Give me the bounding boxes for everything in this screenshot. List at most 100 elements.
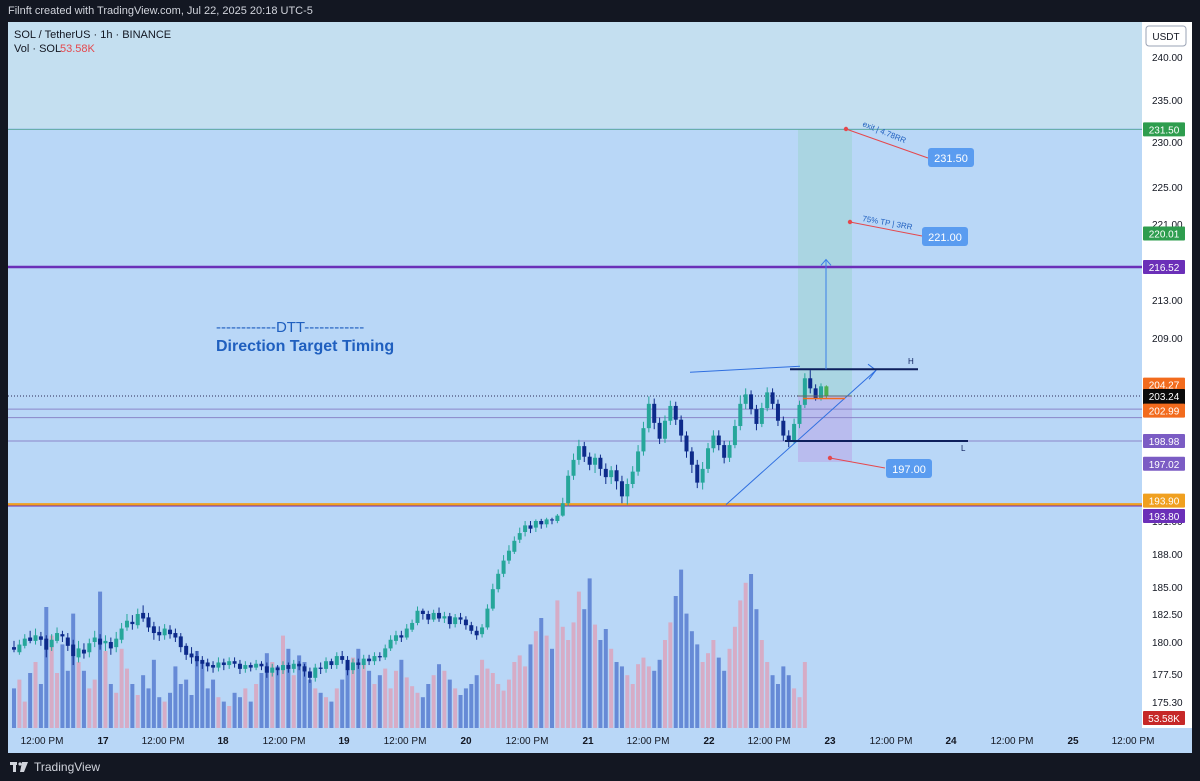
volume-bar (420, 697, 425, 728)
price-tag (1143, 493, 1185, 508)
candle-body (356, 662, 361, 666)
volume-bar (399, 659, 404, 728)
candle-body (550, 519, 554, 521)
candle-body (103, 640, 108, 644)
volume-bar (716, 657, 721, 728)
y-tick-label: 213.00 (1152, 296, 1183, 307)
volume-bar (485, 668, 490, 728)
candle-body (775, 403, 780, 421)
volume-bar (630, 684, 635, 728)
candle-body (808, 378, 813, 389)
volume-bar (270, 662, 275, 728)
candle-body (243, 665, 248, 669)
volume-bar (738, 600, 743, 728)
candle-body (399, 635, 404, 638)
price-tag-label: 202.99 (1149, 407, 1180, 418)
symbol-legend: SOL / TetherUS · 1h · BINANCE (14, 29, 171, 41)
candle-body (372, 656, 377, 662)
candle-body (286, 665, 291, 669)
candle-body (646, 403, 651, 429)
volume-bar (759, 640, 764, 728)
candle-body (254, 663, 259, 668)
volume-bar (307, 679, 312, 728)
candle-body (297, 663, 302, 667)
volume-bar (490, 673, 495, 728)
y-tick-label: 221.00 (1152, 220, 1183, 231)
triangle-upper-line (689, 365, 801, 373)
volume-tag (1143, 711, 1185, 725)
volume-bar (119, 648, 124, 728)
candle-body (673, 405, 678, 420)
candle-body (92, 637, 97, 642)
volume-bar (87, 688, 92, 728)
volume-bar (711, 640, 716, 728)
x-tick-label: 12:00 PM (870, 736, 913, 747)
candle-body (496, 573, 501, 590)
target-dot (847, 219, 853, 225)
volume-bar (286, 648, 291, 728)
candle-body (426, 614, 431, 620)
price-tag-label: 197.02 (1149, 460, 1180, 471)
candle-body (194, 656, 199, 662)
volume-bar (802, 662, 807, 728)
volume-bar (447, 679, 452, 728)
volume-bar (657, 659, 662, 728)
y-tick-label: 175.30 (1152, 698, 1183, 709)
dtt-title[interactable]: ------------DTT------------ (216, 319, 364, 336)
candle-body (232, 661, 237, 664)
price-tag (1143, 377, 1185, 392)
volume-bar (98, 591, 103, 728)
volume-bar (55, 673, 60, 728)
target-leader-line (829, 457, 886, 469)
candle-body (270, 667, 275, 673)
candle-body (119, 628, 124, 640)
y-tick-label: 240.00 (1152, 53, 1183, 64)
volume-bar (533, 631, 538, 728)
volume-bar (383, 668, 388, 728)
target-price-box (886, 459, 932, 478)
volume-bar (732, 626, 737, 728)
price-tag (1143, 260, 1185, 274)
candle-body (340, 656, 345, 660)
target-price-label: 231.50 (934, 153, 968, 165)
volume-bar (442, 670, 447, 728)
candle-body (706, 448, 711, 469)
currency-label: USDT (1152, 32, 1179, 43)
volume-bar (469, 684, 474, 728)
candle-body (248, 665, 253, 668)
volume-bar (124, 668, 129, 728)
volume-bar (695, 644, 700, 728)
volume-bar (437, 664, 442, 728)
target-price-label: 221.00 (928, 232, 962, 244)
candle-body (22, 638, 27, 646)
volume-bar (232, 692, 237, 728)
candle-body (619, 481, 624, 497)
price-tag (1143, 122, 1185, 137)
candle-body (388, 639, 393, 649)
candle-body (264, 666, 269, 673)
volume-legend-value: 53.58K (60, 43, 96, 55)
candle-body (87, 643, 92, 653)
candle-body (65, 637, 70, 646)
target-leader-line (845, 128, 929, 159)
volume-bar (517, 655, 522, 728)
volume-legend-label: Vol · SOL (14, 43, 61, 55)
dtt-subtitle[interactable]: Direction Target Timing (216, 338, 394, 355)
volume-bar (706, 653, 711, 728)
candle-body (313, 667, 318, 678)
volume-bar (603, 629, 608, 728)
volume-bar (770, 675, 775, 728)
target-price-label: 197.00 (892, 464, 926, 476)
candle-body (754, 409, 759, 424)
candle-body (55, 633, 60, 641)
volume-bar (281, 635, 285, 728)
candle-body (281, 665, 285, 671)
price-tag (1143, 226, 1185, 241)
volume-bar (625, 675, 630, 728)
volume-bar (189, 695, 194, 728)
volume-bar (550, 648, 554, 728)
candle-body (732, 426, 737, 446)
currency-button[interactable] (1145, 25, 1187, 47)
candle-body (291, 663, 296, 669)
